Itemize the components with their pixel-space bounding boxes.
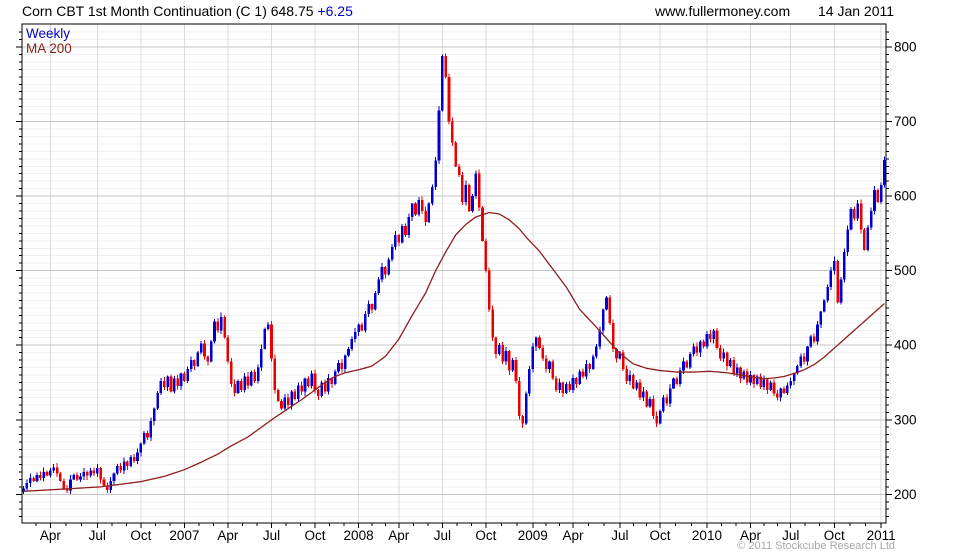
x-tick-label: Jul — [89, 528, 106, 543]
x-tick-label: Apr — [740, 528, 762, 543]
ma200-line — [23, 211, 885, 492]
chart-date: 14 Jan 2011 — [818, 3, 895, 19]
legend-ma200: MA 200 — [26, 41, 72, 56]
y-tick-label: 300 — [894, 412, 917, 427]
y-tick-label: 500 — [894, 263, 917, 278]
grid-major-h — [22, 46, 886, 495]
x-tick-label: Jul — [611, 528, 628, 543]
x-tick-label: Oct — [305, 528, 326, 543]
x-tick-label: 2011 — [867, 528, 896, 543]
copyright-text: © 2011 Stockcube Research Ltd — [737, 540, 895, 552]
x-tick-label: Oct — [650, 528, 671, 543]
x-tick-label: Oct — [130, 528, 151, 543]
legend-weekly: Weekly — [26, 26, 71, 41]
x-tick-label: Apr — [40, 528, 62, 543]
y-tick-label: 800 — [894, 40, 917, 55]
x-tick-label: Apr — [388, 528, 410, 543]
x-tick-label: 2008 — [344, 528, 374, 543]
x-tick-label: Jul — [263, 528, 280, 543]
legend: Weekly MA 200 — [26, 26, 72, 56]
x-tick-label: Apr — [217, 528, 239, 543]
axes — [16, 23, 892, 528]
website-link[interactable]: www.fullermoney.com — [655, 3, 791, 19]
title-bar: Corn CBT 1st Month Continuation (C 1) 64… — [22, 3, 353, 19]
grid-minor-h — [22, 31, 886, 518]
y-tick-label: 600 — [894, 189, 917, 204]
y-tick-label: 400 — [894, 338, 917, 353]
x-tick-label: 2009 — [518, 528, 548, 543]
x-tick-label: 2010 — [692, 528, 722, 543]
page-title: Corn CBT 1st Month Continuation (C 1) 64… — [22, 3, 314, 19]
x-tick-label: Jul — [782, 528, 799, 543]
x-axis-labels: Apr Jul Oct 2007 Apr Jul Oct 2008 Apr Jul Oct 2009 A… — [40, 528, 896, 543]
x-tick-label: Apr — [562, 528, 584, 543]
x-tick-label: 2007 — [169, 528, 199, 543]
price-change: +6.25 — [317, 3, 353, 19]
price-candles — [22, 53, 886, 495]
y-tick-label: 700 — [894, 114, 917, 129]
y-axis-labels: 200 300 400 500 600 700 800 — [894, 40, 917, 502]
x-tick-label: Oct — [824, 528, 845, 543]
x-tick-label: Oct — [475, 528, 496, 543]
x-tick-label: Jul — [434, 528, 451, 543]
y-tick-label: 200 — [894, 487, 917, 502]
